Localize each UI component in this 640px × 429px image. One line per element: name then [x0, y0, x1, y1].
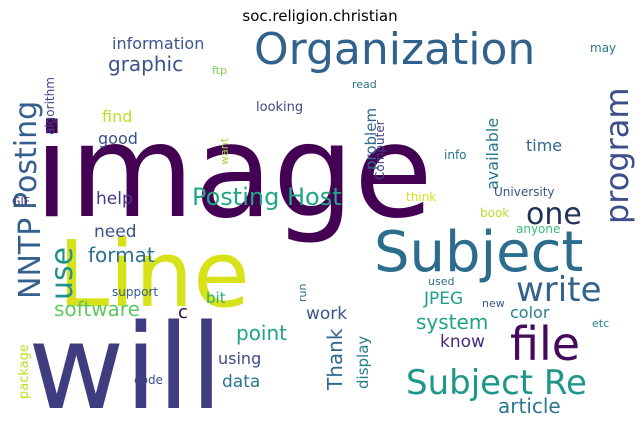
word-read: read	[352, 78, 377, 91]
word-line: Line	[58, 221, 250, 328]
word-will: will	[28, 298, 223, 429]
word-system: system	[416, 310, 488, 334]
word-format: format	[88, 243, 155, 267]
word-software: software	[54, 297, 140, 321]
word-article: article	[498, 394, 561, 418]
word-run: run	[296, 284, 309, 302]
word-support: support	[112, 285, 158, 299]
word-posting: Posting	[9, 101, 44, 210]
word-using: using	[218, 349, 261, 368]
word-university: University	[494, 185, 555, 199]
word-one: one	[526, 197, 582, 232]
word-program: program	[598, 87, 636, 224]
word-ftp: ftp	[212, 64, 227, 77]
word-find: find	[102, 107, 132, 126]
word-write: write	[516, 270, 601, 310]
word-thank: Thank	[323, 328, 347, 391]
word-file: file	[510, 317, 580, 371]
word-use: use	[45, 247, 80, 300]
word-subject: Subject	[374, 220, 583, 285]
word-c: c	[178, 302, 188, 323]
word-organization: Organization	[254, 28, 535, 75]
word-used: used	[428, 275, 454, 288]
word-display: display	[354, 336, 372, 389]
word-think: think	[406, 190, 436, 204]
word-color: color	[510, 303, 550, 322]
word-may: may	[590, 41, 616, 55]
word-help: help	[96, 189, 133, 209]
word-time: time	[526, 136, 562, 155]
wordcloud-canvas: image will Line Subject Organization file Subj…	[0, 28, 640, 429]
word-need: need	[94, 222, 136, 242]
word-available: available	[483, 118, 502, 190]
word-code: code	[134, 373, 163, 387]
word-package: package	[17, 344, 32, 399]
word-jpeg: JPEG	[423, 289, 463, 309]
chart-title: soc.religion.christian	[242, 7, 398, 25]
word-algorithm: algorithm	[43, 77, 57, 135]
word-book: book	[480, 206, 509, 220]
word-looking: looking	[256, 100, 303, 115]
word-point: point	[236, 321, 287, 345]
word-know: know	[440, 332, 485, 352]
word-information: information	[112, 34, 204, 53]
word-etc: etc	[592, 317, 609, 330]
word-data: data	[222, 372, 260, 392]
word-work: work	[306, 304, 347, 324]
word-anyone: anyone	[516, 222, 560, 236]
word-new: new	[482, 297, 505, 310]
word-good: good	[98, 129, 138, 148]
word-computer: Computer	[373, 120, 387, 180]
word-nntp: NNTP	[13, 218, 48, 299]
word-want: want	[218, 137, 231, 165]
word-problem: problem	[362, 108, 380, 170]
word-subject-re: Subject Re	[406, 363, 587, 403]
word-info: info	[444, 148, 467, 162]
word-gif: GIF	[12, 195, 30, 208]
word-image: image	[34, 98, 433, 247]
word-posting-host: Posting Host	[192, 183, 342, 211]
word-bit: bit	[206, 289, 226, 307]
word-graphic: graphic	[108, 52, 183, 76]
